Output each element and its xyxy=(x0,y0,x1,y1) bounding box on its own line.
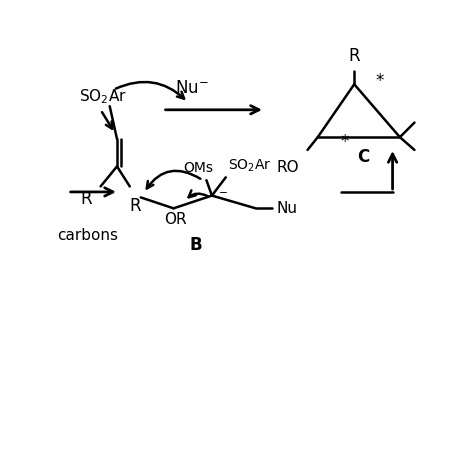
Text: *: * xyxy=(341,133,349,151)
Text: *: * xyxy=(375,72,384,90)
Text: RO: RO xyxy=(276,160,299,175)
Text: Nu$^{-}$: Nu$^{-}$ xyxy=(175,79,209,97)
Text: B: B xyxy=(189,236,202,254)
Text: OMs: OMs xyxy=(183,161,213,175)
Text: C: C xyxy=(357,148,370,166)
Text: Nu: Nu xyxy=(277,201,298,216)
Text: SO$_2$Ar: SO$_2$Ar xyxy=(228,158,272,174)
Text: R: R xyxy=(80,190,92,208)
Text: $^-$: $^-$ xyxy=(216,189,228,204)
Text: SO$_2$Ar: SO$_2$Ar xyxy=(79,88,127,106)
Text: carbons: carbons xyxy=(57,228,118,243)
Text: R: R xyxy=(129,197,141,215)
Text: R: R xyxy=(348,47,360,65)
Text: OR: OR xyxy=(164,212,187,227)
